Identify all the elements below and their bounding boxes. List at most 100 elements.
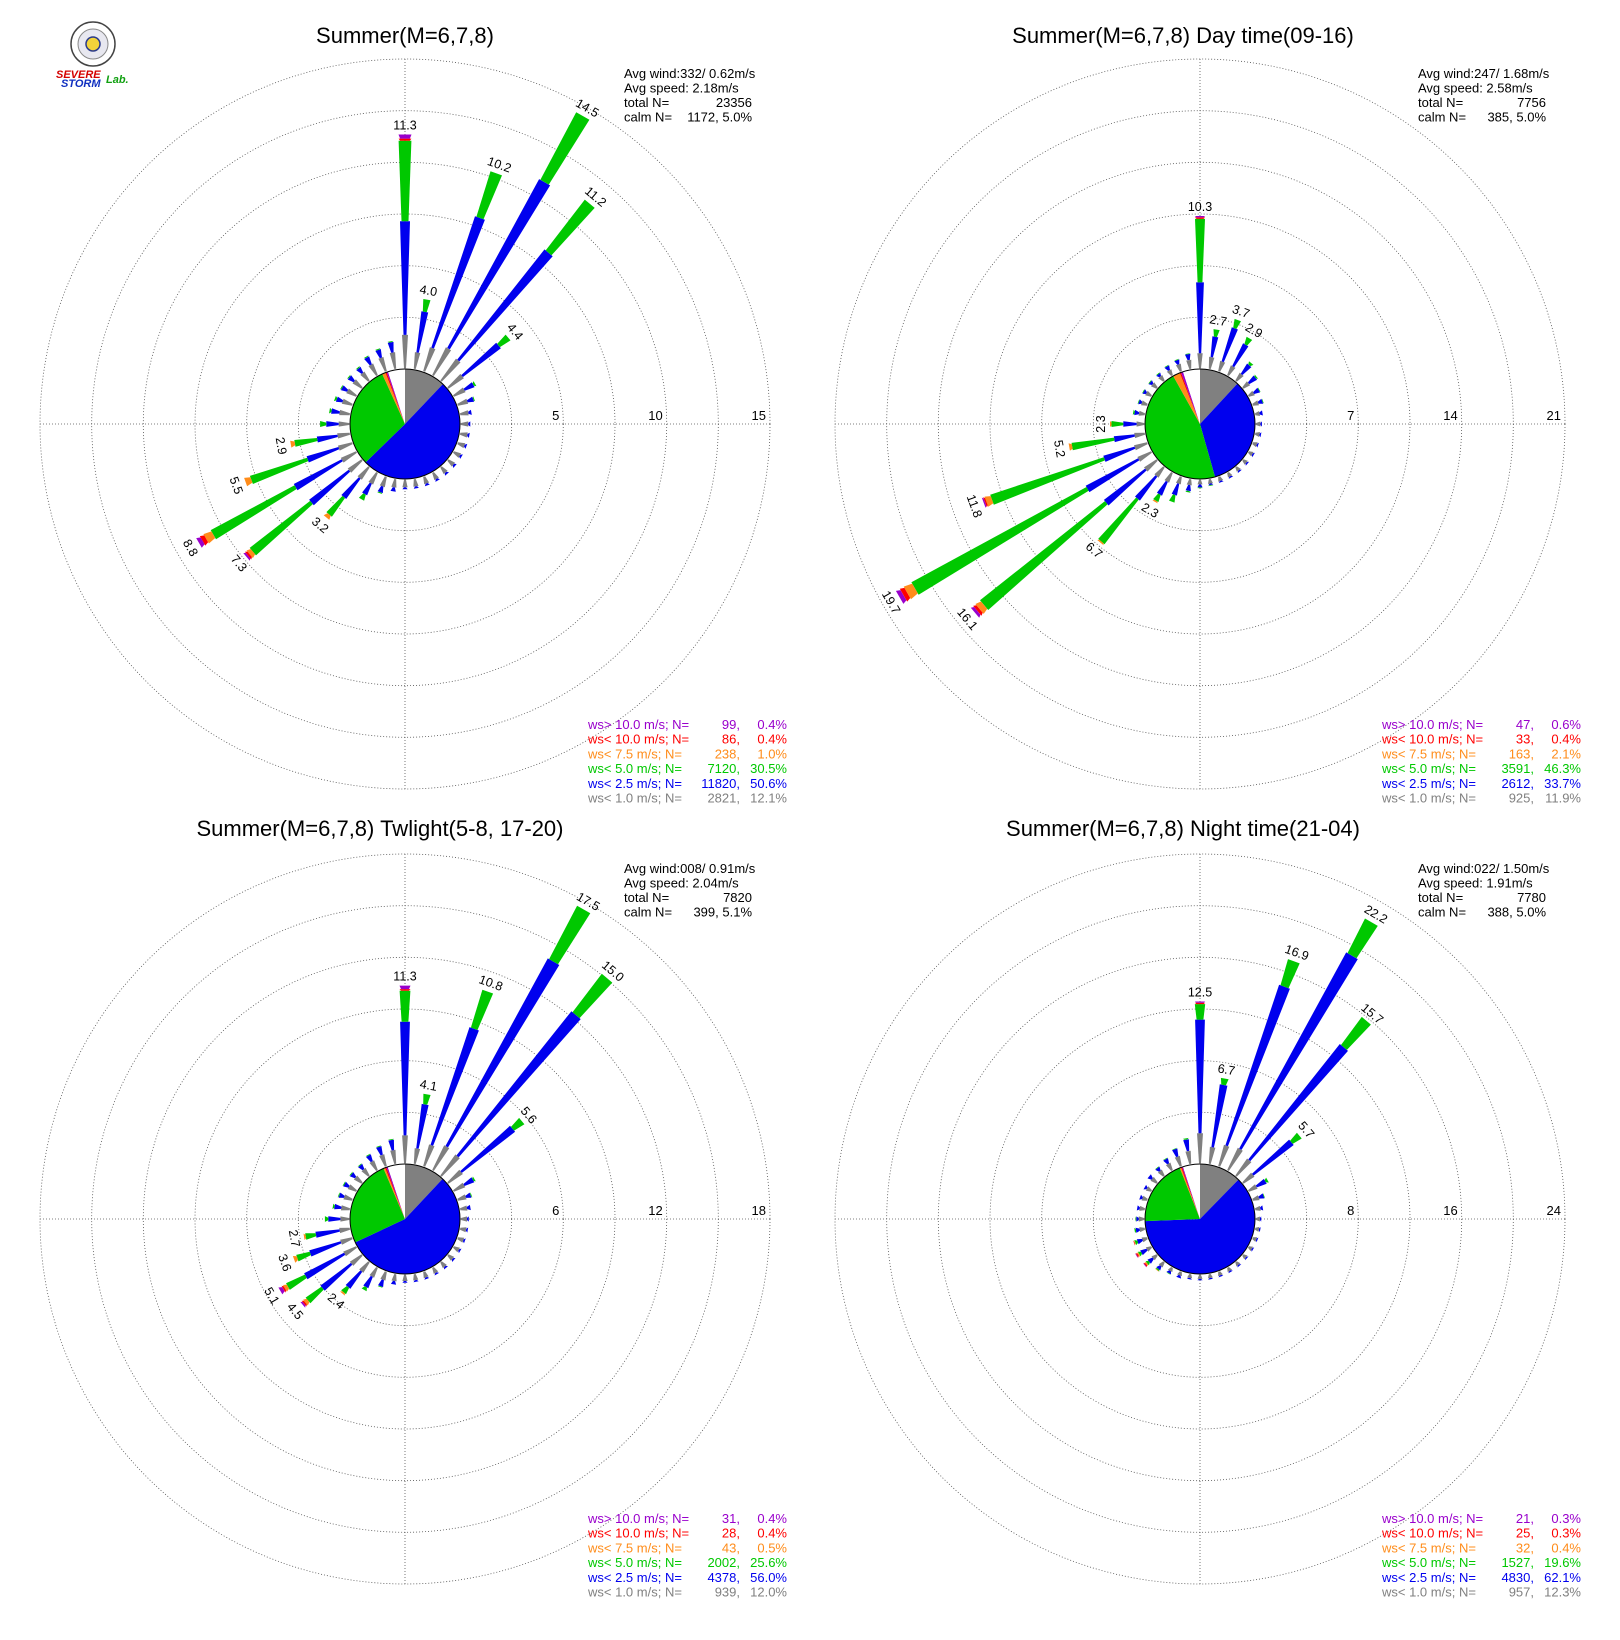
legend-label: ws< 10.0 m/s; N= [1381,1526,1483,1541]
sector-bar-270-lt2_5 [326,421,339,427]
sector-bar-60-lt2_5 [463,1177,475,1186]
sector-bar-80-lt2_5 [466,1204,471,1211]
sector-bar-220-lt2_5 [1156,1265,1162,1271]
sector-bar-250-lt2_5 [1136,1238,1143,1245]
sector-bar-220-lt7_5 [340,1291,345,1296]
sector-bar-310-lt2_5 [1148,380,1154,385]
sector-bar-70-lt1 [1252,1195,1260,1201]
sector-bar-250-lt5 [249,457,309,484]
legend-percent: 0.4% [757,1511,787,1526]
sector-bar-310-lt2_5 [347,375,355,383]
legend-percent: 19.6% [1544,1555,1581,1570]
inner-pie-outline [1144,368,1256,480]
sector-bar-10-lt2_5 [1211,1084,1228,1148]
sector-bar-230-lt5 [249,500,313,556]
sector-bar-70-lt5 [472,396,476,402]
sector-bar-60-lt1 [1248,1184,1258,1192]
sector-bar-230-lt2_5 [1147,1257,1154,1264]
sector-bar-230-gt10 [1143,1263,1147,1268]
sector-value-label: 2.7 [1208,312,1228,329]
legend-label: ws< 2.5 m/s; N= [1381,776,1476,791]
legend-count: 31, [722,1511,740,1526]
sector-bar-70-lt1 [1252,400,1259,406]
sector-bar-130-lt1 [447,1254,455,1261]
sector-bar-50-lt1 [1242,1172,1255,1184]
sector-bar-200-lt2_5 [377,485,384,494]
legend-label: ws< 10.0 m/s; N= [587,732,689,747]
sector-bar-350-lt5 [387,340,394,343]
sector-bar-220-lt1 [1154,466,1165,478]
sector-value-label: 2.9 [1243,320,1265,341]
legend-count: 957, [1509,1585,1534,1600]
sector-bar-350-lt2_5 [1185,353,1191,361]
sector-bar-150-lt1 [432,1267,439,1274]
sector-bar-170-lt2_5 [413,486,419,489]
sector-bar-0-lt1 [1197,1133,1203,1163]
legend-percent: 56.0% [750,1570,787,1585]
sector-bar-10-lt5 [422,299,431,313]
sector-bar-320-lt2_5 [358,1163,365,1171]
inner-pie-slice-lt10 [385,372,405,424]
legend-count: 33, [1516,732,1534,747]
sector-bar-220-lt1 [1158,1261,1165,1268]
range-ring [1041,1060,1359,1378]
inner-pie-slice-lt1 [405,1164,443,1219]
sector-bar-280-lt1 [340,1205,350,1211]
range-ring [834,853,1566,1585]
sector-bar-290-lt2_5 [1139,1194,1143,1200]
sector-value-label: 16.9 [1283,942,1311,963]
sector-bar-120-lt1 [453,1246,460,1253]
stat-line: total N= [1418,95,1463,110]
ring-tick-label: 21 [1547,408,1561,423]
sector-bar-190-lt2_5 [1185,484,1191,492]
sector-bar-30-lt5 [1244,336,1253,346]
inner-pie-slice-lt5 [349,373,405,463]
sector-bar-160-lt2_5 [424,1276,430,1280]
sector-bar-50-lt1 [447,1169,463,1184]
sector-bar-180-lt1 [1197,1275,1203,1279]
sector-bar-240-lt1 [1145,1246,1152,1252]
range-ring [246,265,564,583]
sector-bar-260-lt1 [1134,432,1145,439]
legend-label: ws< 1.0 m/s; N= [587,791,682,806]
sector-bar-240-lt7_5 [1136,1252,1140,1258]
inner-pie-slice-lt10 [1181,1167,1200,1219]
sector-bar-110-lt2_5 [464,443,468,449]
sector-bar-0-lt5 [1194,1004,1206,1020]
sector-bar-30-lt1 [1227,365,1236,376]
sector-bar-340-lt5 [375,348,381,351]
sector-bar-20-lt5 [476,171,502,220]
sector-bar-350-lt5 [1182,1137,1189,1140]
sector-bar-60-lt2_5 [1253,387,1261,394]
legend-count: 86, [722,732,740,747]
sector-bar-280-lt1 [1138,410,1145,416]
range-ring [194,213,616,635]
sector-bar-140-lt2_5 [444,1265,448,1270]
sector-bar-240-lt1 [340,451,357,463]
sector-bar-230-lt5 [305,1286,324,1304]
sector-bar-140-lt1 [1235,466,1241,472]
sector-bar-0-lt1 [402,334,408,368]
sector-bar-180-lt1 [1197,480,1203,485]
sector-bar-300-lt2_5 [1143,1184,1148,1190]
sector-bar-210-lt5 [361,1286,367,1292]
sector-bar-200-lt1 [380,1271,387,1281]
sector-bar-0-lt10 [1194,217,1206,219]
sector-bar-310-lt5 [1148,379,1152,384]
sector-bar-240-lt10 [281,1285,287,1293]
sector-bar-100-lt2_5 [1259,432,1262,438]
sector-bar-240-lt10 [1135,1253,1139,1258]
sector-bar-40-lt5 [1341,1016,1371,1050]
sector-bar-340-lt1 [1174,1155,1182,1167]
sector-bar-40-lt2_5 [456,1011,581,1158]
sector-bar-250-lt5 [1134,1240,1139,1246]
sector-bar-60-lt1 [453,387,466,397]
inner-pie-slice-lt2_5 [365,384,460,479]
legend-percent: 0.4% [1551,1540,1581,1555]
legend-count: 2612, [1501,776,1534,791]
sector-bar-230-lt7_5 [975,601,988,614]
legend-percent: 12.0% [750,1585,787,1600]
sector-bar-240-lt1 [1137,451,1152,462]
sector-bar-320-lt2_5 [1156,372,1161,378]
